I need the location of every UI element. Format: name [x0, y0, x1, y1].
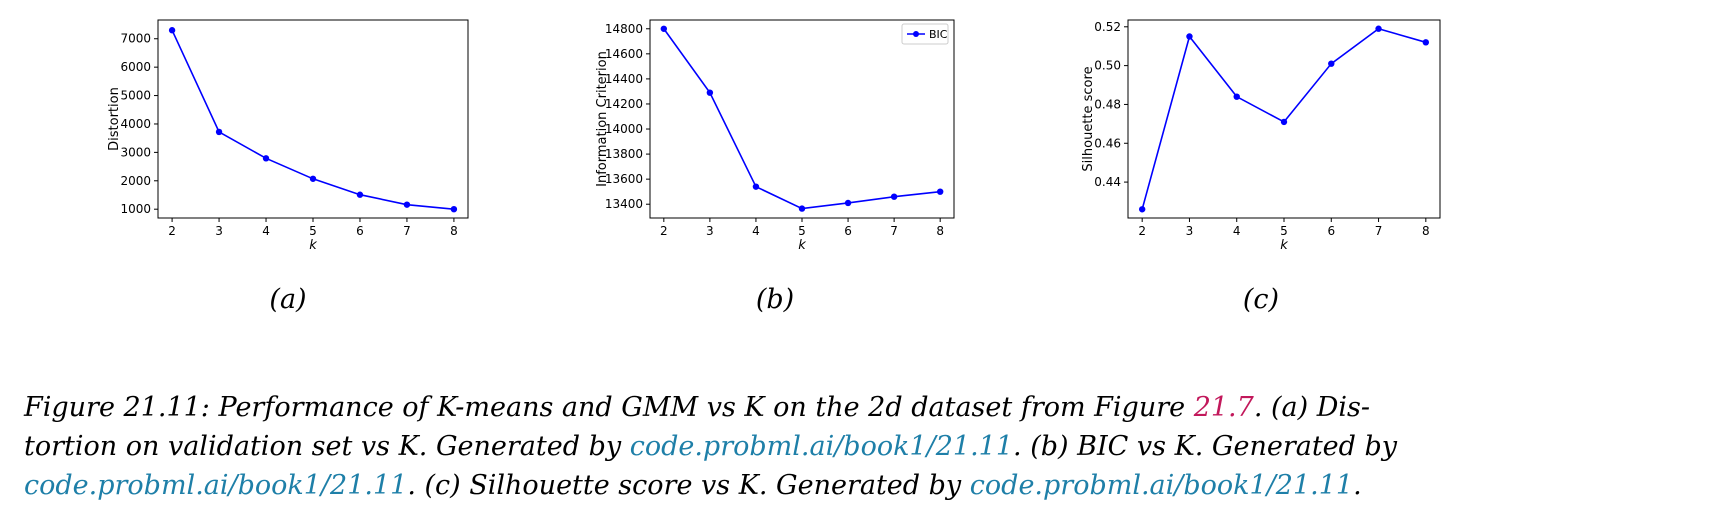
x-tick-label: 3: [1186, 224, 1194, 238]
caption-line-3: code.probml.ai/book1/21.11. (c) Silhouet…: [24, 466, 1710, 505]
x-tick-label: 5: [798, 224, 806, 238]
series-line: [663, 28, 941, 210]
x-tick-label: 5: [1280, 224, 1288, 238]
y-axis-label: Information Criterion: [595, 51, 610, 187]
y-tick-label: 0.46: [1094, 136, 1121, 150]
data-point: [752, 183, 760, 190]
chart-panel-0: 2 3 4 5 6 7 8 1000 2000 3000 4000 5000 6000 7000 k Dist…: [107, 19, 469, 315]
x-axis-label: k: [798, 238, 806, 253]
y-tick-label: 14800: [605, 22, 643, 36]
data-point: [215, 128, 223, 136]
y-axis-label: Silhouette score: [1081, 66, 1096, 171]
figure-caption: Figure 21.11: Performance of K-means and…: [24, 388, 1710, 505]
y-tick-label: 0.44: [1094, 175, 1121, 189]
caption-line-2: tortion on validation set vs K. Generate…: [24, 427, 1710, 466]
subfigure-label: (b): [756, 284, 794, 315]
caption-figure-ref[interactable]: 21.7: [1193, 392, 1254, 423]
y-tick-label: 4000: [120, 117, 151, 131]
x-tick-label: 6: [356, 224, 364, 238]
subfigure-label: (c): [1243, 284, 1279, 315]
data-point: [356, 191, 364, 198]
data-point: [450, 205, 458, 213]
legend-marker: [913, 31, 919, 37]
x-tick-label: 3: [706, 224, 714, 238]
data-point: [1280, 118, 1288, 126]
x-tick-label: 6: [844, 224, 852, 238]
figure-panels: 2 3 4 5 6 7 8 1000 2000 3000 4000 5000 6000 7000 k Dist…: [107, 19, 1441, 315]
y-tick-label: 14200: [605, 97, 643, 111]
x-axis-label: k: [1280, 238, 1288, 253]
data-point: [936, 188, 944, 195]
y-tick-label: 14000: [605, 122, 643, 136]
y-tick-label: 14400: [605, 72, 643, 86]
y-tick-label: 0.52: [1094, 20, 1121, 34]
x-tick-label: 7: [1375, 224, 1383, 238]
data-point: [1138, 206, 1146, 213]
y-tick-label: 13600: [605, 172, 643, 186]
caption-text: . (b) BIC vs K. Generated by: [1013, 431, 1398, 462]
series-line: [171, 29, 454, 210]
x-tick-label: 5: [309, 224, 317, 238]
y-tick-label: 0.50: [1094, 59, 1121, 73]
plot-frame: [649, 19, 955, 219]
data-point: [1186, 33, 1193, 40]
caption-link[interactable]: code.probml.ai/book1/21.11: [24, 470, 408, 501]
y-tick-label: 14600: [605, 47, 643, 61]
caption-link[interactable]: code.probml.ai/book1/21.11: [629, 431, 1014, 462]
caption-text: Figure 21.11: Performance of K-means and…: [24, 392, 1194, 423]
y-tick-label: 13400: [605, 197, 643, 211]
y-tick-label: 6000: [120, 60, 151, 74]
y-tick-label: 5000: [120, 89, 151, 103]
data-point: [1375, 25, 1382, 32]
data-point: [1233, 93, 1240, 100]
caption-line-1: Figure 21.11: Performance of K-means and…: [24, 388, 1710, 427]
data-point: [706, 89, 714, 96]
data-point: [168, 27, 176, 34]
x-tick-label: 2: [1138, 224, 1146, 238]
data-point: [890, 193, 898, 200]
x-tick-label: 2: [660, 224, 668, 238]
data-point: [262, 155, 270, 162]
data-point: [798, 205, 806, 212]
caption-text: . (c) Silhouette score vs K. Generated b…: [407, 470, 970, 501]
x-tick-label: 3: [215, 224, 223, 238]
data-point: [660, 25, 668, 32]
y-tick-label: 13800: [605, 147, 643, 161]
y-tick-label: 0.48: [1094, 97, 1121, 111]
caption-text: . (a) Dis-: [1253, 392, 1370, 423]
x-tick-label: 2: [168, 224, 176, 238]
y-tick-label: 2000: [120, 174, 151, 188]
x-tick-label: 7: [890, 224, 898, 238]
y-tick-label: 7000: [120, 32, 151, 46]
x-tick-label: 6: [1327, 224, 1335, 238]
data-point: [844, 199, 852, 207]
x-tick-label: 8: [936, 224, 944, 238]
y-tick-label: 1000: [120, 202, 151, 216]
x-tick-label: 4: [262, 224, 270, 238]
x-tick-label: 8: [450, 224, 458, 238]
data-point: [309, 175, 317, 182]
x-tick-label: 7: [403, 224, 411, 238]
y-tick-label: 3000: [120, 145, 151, 159]
data-point: [1422, 39, 1430, 46]
data-point: [403, 201, 411, 208]
y-axis-label: Distortion: [107, 87, 122, 151]
x-tick-label: 4: [752, 224, 760, 238]
caption-link[interactable]: code.probml.ai/book1/21.11: [969, 470, 1354, 501]
caption-text: .: [1353, 470, 1362, 501]
subfigure-label: (a): [269, 284, 306, 315]
plot-frame: [157, 19, 469, 219]
x-tick-label: 4: [1233, 224, 1241, 238]
data-point: [1328, 60, 1335, 67]
chart-panel-1: 2 3 4 5 6 7 8 13400 13600 13800 14000 14200 14400 146…: [595, 19, 955, 315]
chart-panel-2: 2 3 4 5 6 7 8 0.44 0.46 0.48 0.50 0.52 k Silhouette s…: [1081, 19, 1441, 315]
legend-label: BIC: [929, 28, 948, 41]
x-axis-label: k: [309, 238, 317, 253]
x-tick-label: 8: [1422, 224, 1430, 238]
caption-text: tortion on validation set vs K. Generate…: [24, 431, 630, 462]
